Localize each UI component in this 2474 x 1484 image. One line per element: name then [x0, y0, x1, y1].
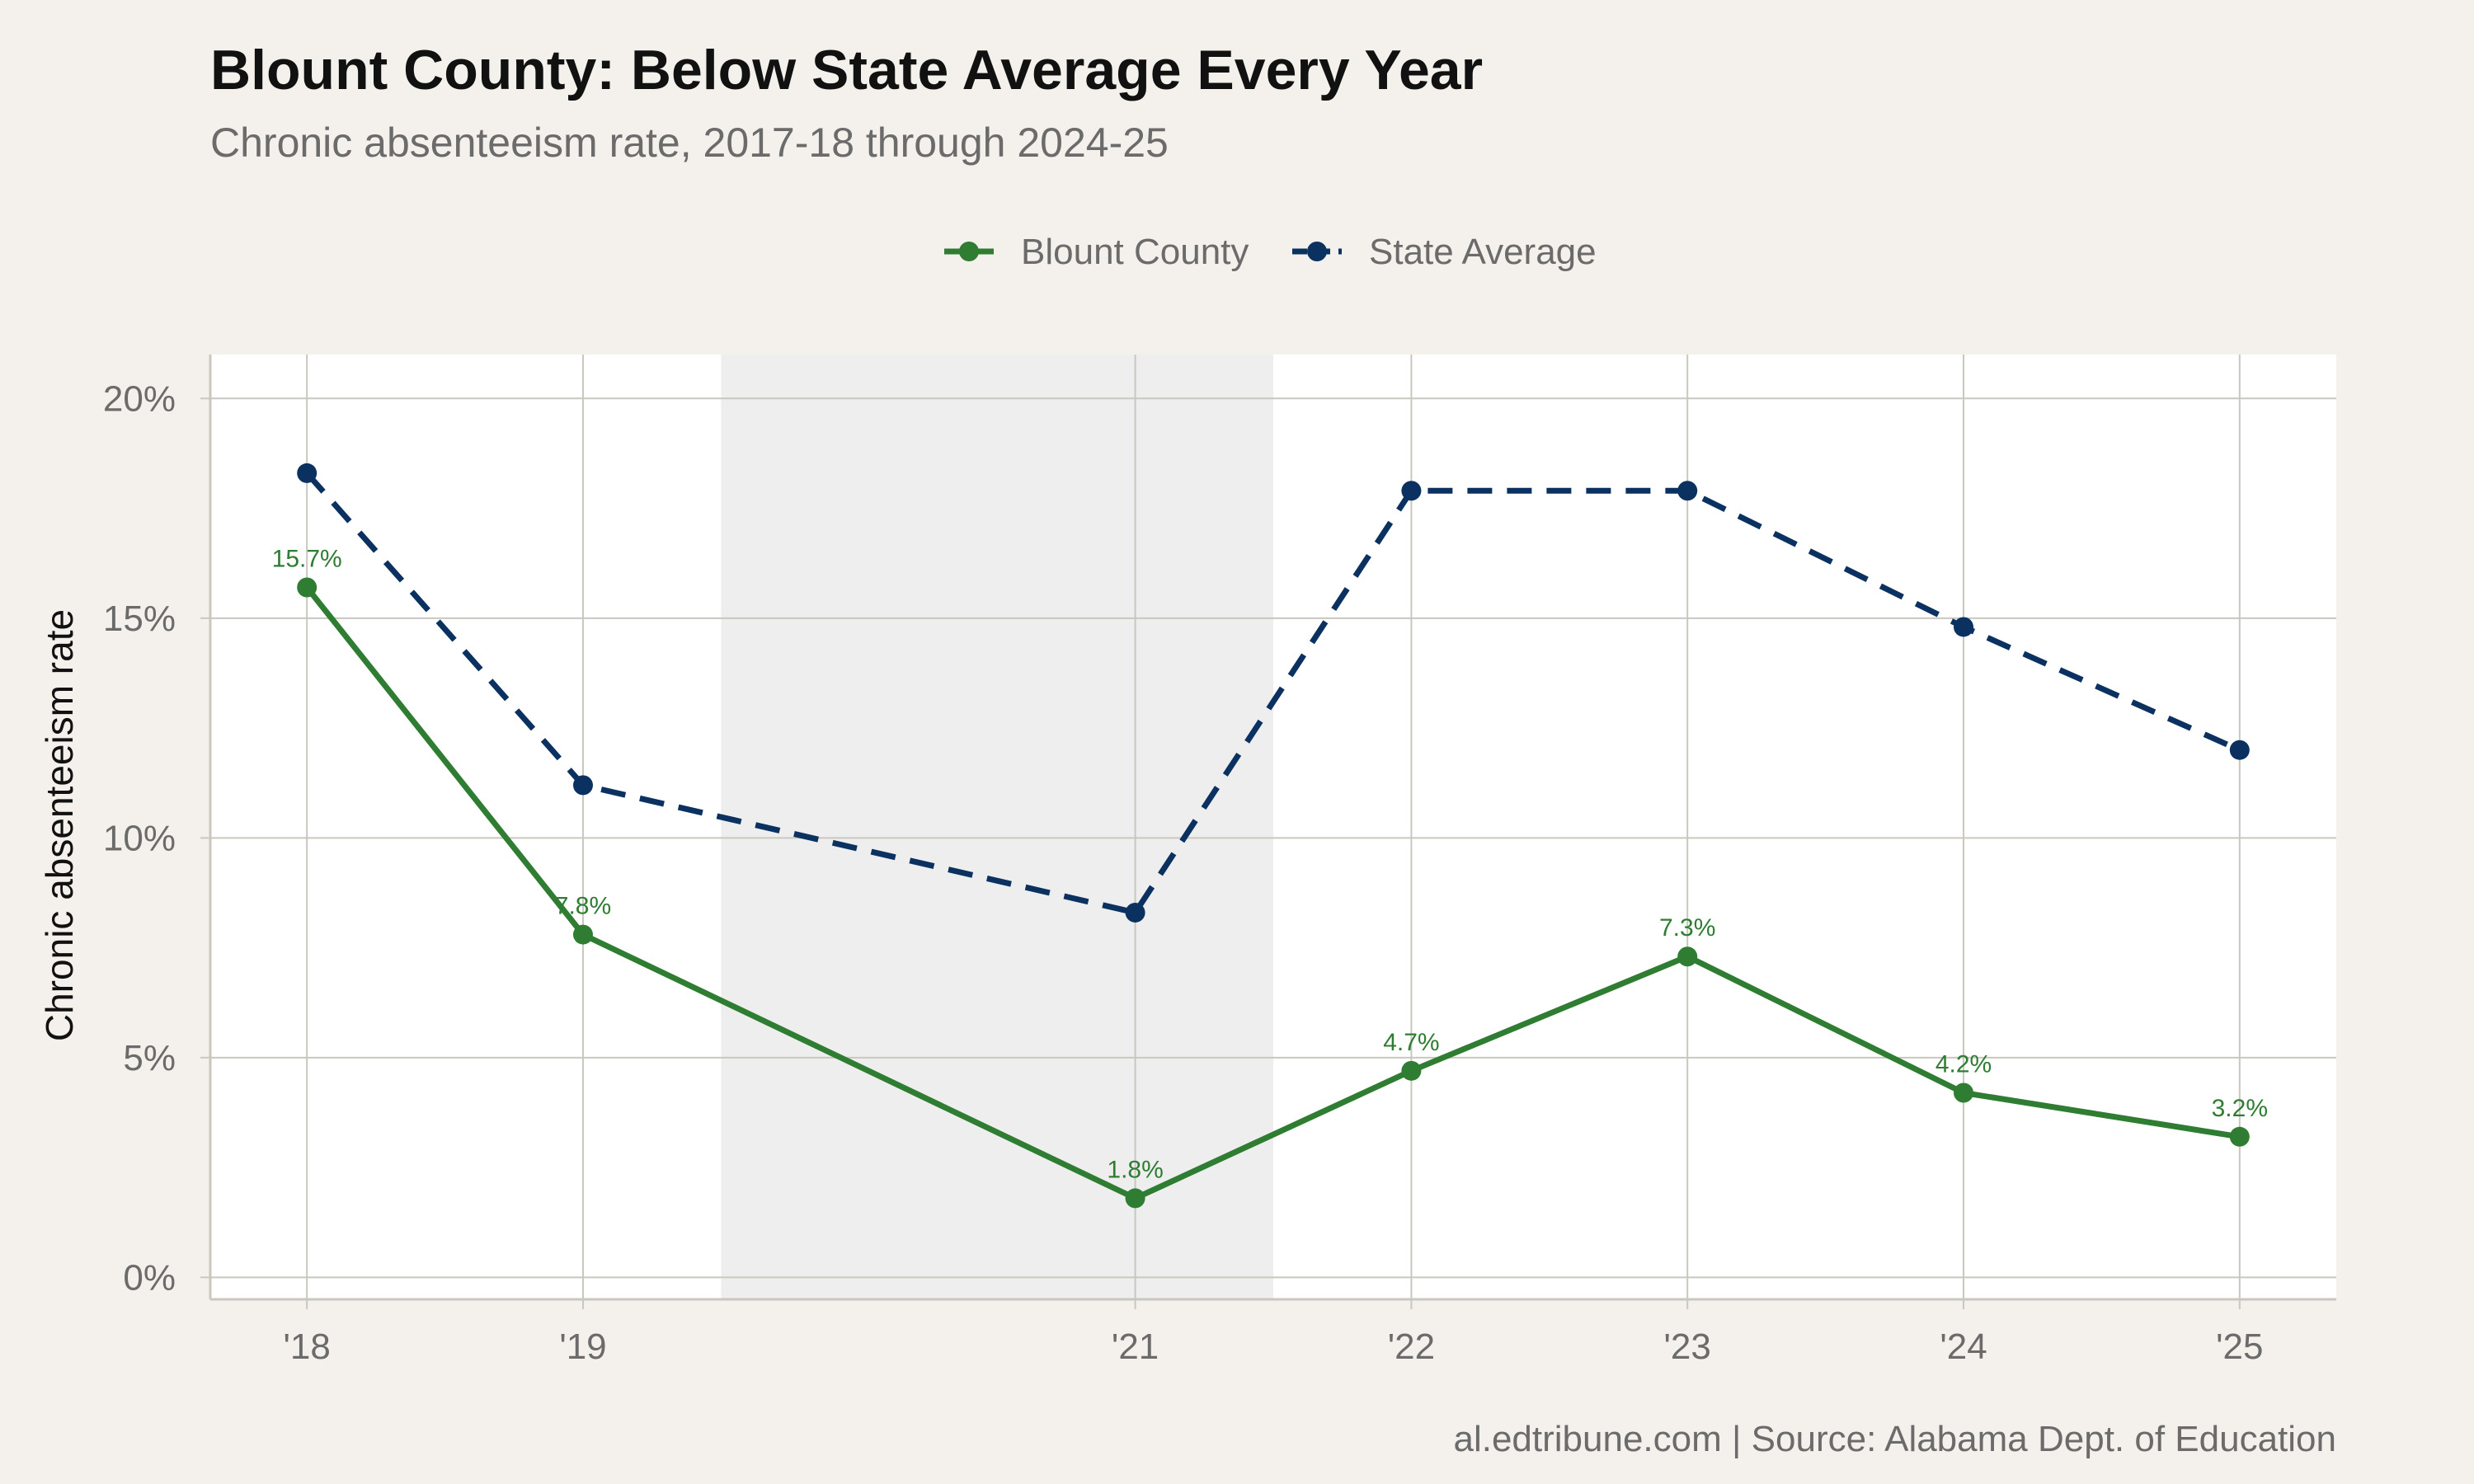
legend-item-blount-county: Blount County: [944, 232, 1249, 272]
x-tick-label: '21: [1112, 1327, 1159, 1367]
data-point-state-average: [572, 775, 593, 796]
y-tick-label: 20%: [103, 378, 176, 419]
data-point-state-average: [297, 463, 317, 483]
data-point-blount-county: [1677, 946, 1698, 967]
chart-subtitle: Chronic absenteeism rate, 2017-18 throug…: [210, 120, 1169, 166]
chart-title: Blount County: Below State Average Every…: [210, 39, 1483, 101]
x-tick-label: '24: [1940, 1327, 1987, 1367]
y-axis-title: Chronic absenteeism rate: [38, 609, 81, 1041]
data-point-blount-county: [1954, 1082, 1974, 1103]
legend-item-state-average: State Average: [1292, 232, 1597, 272]
data-point-blount-county: [1125, 1188, 1145, 1209]
y-tick-label: 15%: [103, 599, 176, 639]
y-tick-label: 5%: [123, 1038, 176, 1078]
data-point-state-average: [2229, 740, 2250, 760]
legend-label-blount-county: Blount County: [1021, 232, 1249, 272]
x-tick-label: '25: [2216, 1327, 2263, 1367]
shaded-period: [721, 355, 1273, 1299]
data-point-blount-county: [572, 924, 593, 945]
x-tick-label: '18: [284, 1327, 331, 1367]
caption: al.edtribune.com | Source: Alabama Dept.…: [1453, 1419, 2336, 1459]
axes: 0% 5% 10% 15% 20% '18 '19 '21 '22 '23 '24 '25: [103, 355, 2336, 1367]
data-labels: 15.7% 7.8% 1.8% 4.7% 7.3% 4.2% 3.2%: [272, 546, 2268, 1184]
y-tick-label: 0%: [123, 1257, 176, 1298]
grid-lines: [210, 355, 2336, 1299]
data-point-state-average: [1954, 617, 1974, 637]
data-label-blount-county: 3.2%: [2212, 1095, 2268, 1122]
x-tick-label: '22: [1388, 1327, 1435, 1367]
data-label-blount-county: 1.8%: [1107, 1156, 1163, 1183]
data-point-blount-county: [2229, 1126, 2250, 1147]
data-point-state-average: [1401, 481, 1422, 501]
data-label-blount-county: 7.3%: [1659, 914, 1715, 942]
data-label-blount-county: 4.2%: [1935, 1050, 1992, 1078]
legend: Blount County State Average: [944, 232, 1597, 272]
legend-label-state-average: State Average: [1369, 232, 1597, 272]
legend-swatch-dot: [959, 242, 979, 261]
legend-swatch-dot: [1307, 242, 1327, 261]
x-tick-label: '19: [559, 1327, 606, 1367]
data-point-state-average: [1125, 902, 1145, 923]
data-point-state-average: [1677, 481, 1698, 501]
y-tick-label: 10%: [103, 818, 176, 858]
x-tick-label: '23: [1664, 1327, 1711, 1367]
data-label-blount-county: 7.8%: [555, 893, 611, 920]
data-point-blount-county: [297, 577, 317, 598]
series-layer: [297, 463, 2250, 1209]
data-label-blount-county: 4.7%: [1383, 1029, 1439, 1056]
data-label-blount-county: 15.7%: [272, 546, 342, 573]
data-point-blount-county: [1401, 1060, 1422, 1081]
